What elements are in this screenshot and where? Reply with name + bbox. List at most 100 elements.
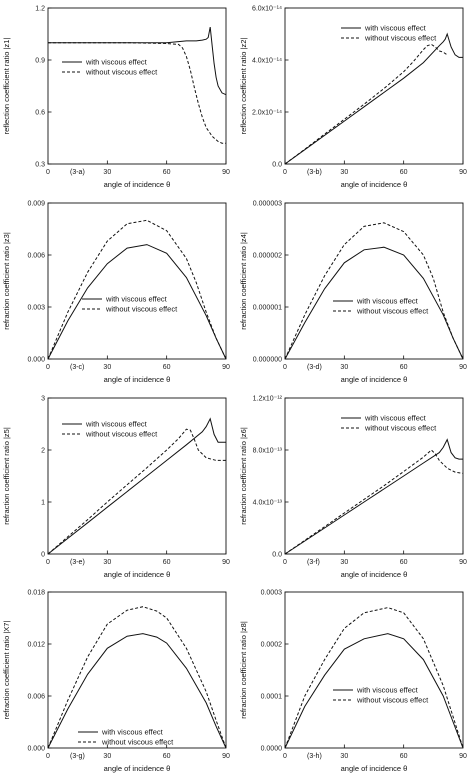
series-line-without-viscous [47, 606, 227, 749]
x-tick-label: 30 [340, 753, 348, 760]
y-tick-label: 0.000002 [253, 252, 282, 259]
chart-panel: 0 30 60 90 0.000 0.006 0.012 0.018 (3-g) angle of… [0, 584, 237, 778]
chart-panel: 0 30 60 90 0.000000 0.000001 0.000002 0.000003 (… [237, 195, 474, 389]
y-tick-label: 0.9 [35, 58, 45, 65]
chart-panel: 0 30 60 90 0.3 0.6 0.9 1.2 (3-a) angle of inciden… [0, 0, 237, 194]
x-tick-label: 60 [163, 559, 171, 566]
series-line-without-viscous [284, 607, 464, 749]
x-tick-label: 60 [400, 753, 408, 760]
y-tick-label: 0.012 [27, 642, 45, 649]
plot-frame [284, 202, 464, 360]
legend-label: without viscous effect [364, 423, 437, 432]
y-tick-label: 1.2x10⁻¹² [253, 395, 283, 402]
plot-frame [47, 591, 227, 749]
x-tick-label: 90 [459, 559, 467, 566]
y-axis-title: reflection coefficient ratio |z2| [239, 38, 248, 135]
series-line-with-viscous [48, 27, 227, 96]
x-tick-label: 0 [46, 559, 50, 566]
series-line-with-viscous [284, 633, 464, 749]
panel-label: (3-c) [70, 364, 84, 371]
series-line-without-viscous [284, 222, 464, 359]
x-tick-label: 0 [46, 364, 50, 371]
chart-panel: 0 30 60 90 0.0 2.0x10⁻¹⁴ 4.0x10⁻¹⁴ 6.0x10⁻¹⁴ (3-… [237, 0, 474, 194]
y-axis-title: refraction coefficient ratio |X7| [2, 621, 11, 720]
y-axis-title: refraction coefficient ratio |z6| [239, 427, 248, 525]
x-tick-label: 90 [222, 364, 230, 371]
y-tick-label: 0.000003 [253, 200, 282, 207]
legend-label: with viscous effect [356, 686, 419, 695]
y-tick-label: 0 [41, 551, 45, 558]
x-axis-title: angle of incidence θ [104, 570, 171, 579]
x-tick-label: 0 [46, 169, 50, 176]
chart-panel: 0 30 60 90 0.0000 0.0001 0.0002 0.0003 (3-h) angl… [237, 584, 474, 778]
y-tick-label: 0.000 [27, 356, 45, 363]
legend-label: without viscous effect [85, 429, 158, 438]
y-tick-label: 0.0 [272, 551, 282, 558]
x-tick-label: 60 [400, 559, 408, 566]
y-tick-label: 0.000 [27, 746, 45, 753]
x-axis-title: angle of incidence θ [341, 180, 408, 189]
plot-frame [284, 397, 464, 554]
series-line-with-viscous [284, 246, 464, 359]
series-line-with-viscous [47, 416, 226, 554]
x-tick-label: 60 [163, 364, 171, 371]
plot-frame [284, 7, 464, 165]
panel-label: (3-d) [307, 364, 322, 371]
x-tick-label: 0 [283, 364, 287, 371]
y-tick-label: 3 [41, 395, 45, 402]
panel-label: (3-f) [307, 559, 320, 566]
y-axis-title: refraction coefficient ratio |z8| [239, 621, 248, 719]
legend-label: with viscous effect [101, 728, 164, 737]
y-tick-label: 0.0003 [261, 590, 283, 597]
y-axis-title: reflection coefficient ratio |z1| [2, 38, 11, 135]
y-tick-label: 1.2 [35, 6, 45, 13]
y-tick-label: 0.0000 [261, 746, 283, 753]
x-tick-label: 90 [222, 753, 230, 760]
chart-panel: 0 30 60 90 0.000 0.003 0.006 0.009 (3-c) angle of… [0, 195, 237, 389]
legend-label: with viscous effect [105, 294, 168, 303]
y-tick-label: 0.018 [27, 590, 45, 597]
x-tick-label: 60 [163, 753, 171, 760]
plot-frame [47, 7, 227, 165]
panel-label: (3-b) [307, 169, 322, 176]
legend-label: without viscous effect [356, 306, 429, 315]
legend-label: without viscous effect [105, 304, 178, 313]
y-tick-label: 0.000000 [253, 356, 282, 363]
x-tick-label: 0 [46, 753, 50, 760]
y-tick-label: 0.009 [27, 200, 45, 207]
y-tick-label: 2 [41, 447, 45, 454]
chart-svg: 0 30 60 90 0.0000 0.0001 0.0002 0.0003 (3-h) angl… [239, 590, 467, 774]
legend-label: without viscous effect [364, 34, 437, 43]
series-line-without-viscous [47, 219, 227, 359]
x-axis-title: angle of incidence θ [104, 375, 171, 384]
y-tick-label: 2.0x10⁻¹⁴ [252, 110, 282, 117]
chart-svg: 0 30 60 90 0.000 0.003 0.006 0.009 (3-c) angle of… [2, 200, 230, 384]
series-line-with-viscous [47, 243, 227, 359]
plot-frame [284, 591, 464, 749]
series-line-without-viscous [284, 43, 448, 165]
legend-label: with viscous effect [364, 413, 427, 422]
legend-label: without viscous effect [85, 68, 158, 77]
y-tick-label: 4.0x10⁻¹³ [253, 499, 283, 506]
chart-panel: 0 30 60 90 0.0 4.0x10⁻¹³ 8.0x10⁻¹³ 1.2x10⁻¹² (3-… [237, 390, 474, 584]
x-tick-label: 30 [103, 753, 111, 760]
y-tick-label: 0.0 [272, 162, 282, 169]
chart-svg: 0 30 60 90 0.0 2.0x10⁻¹⁴ 4.0x10⁻¹⁴ 6.0x10⁻¹⁴ (3-… [239, 6, 467, 190]
x-tick-label: 60 [163, 169, 171, 176]
x-tick-label: 0 [283, 753, 287, 760]
chart-svg: 0 30 60 90 0.0 4.0x10⁻¹³ 8.0x10⁻¹³ 1.2x10⁻¹² (3-… [239, 395, 467, 579]
y-tick-label: 0.003 [27, 304, 45, 311]
legend-label: with viscous effect [356, 296, 419, 305]
series-line-without-viscous [47, 428, 226, 554]
x-tick-label: 60 [400, 364, 408, 371]
y-tick-label: 0.000001 [253, 304, 282, 311]
x-tick-label: 30 [340, 364, 348, 371]
x-tick-label: 0 [283, 559, 287, 566]
x-tick-label: 0 [283, 169, 287, 176]
series-line-with-viscous [284, 437, 463, 554]
x-tick-label: 90 [222, 169, 230, 176]
x-tick-label: 60 [400, 169, 408, 176]
legend-label: without viscous effect [356, 696, 429, 705]
y-axis-title: refraction coefficient ratio |z3| [2, 232, 11, 330]
x-tick-label: 30 [103, 559, 111, 566]
